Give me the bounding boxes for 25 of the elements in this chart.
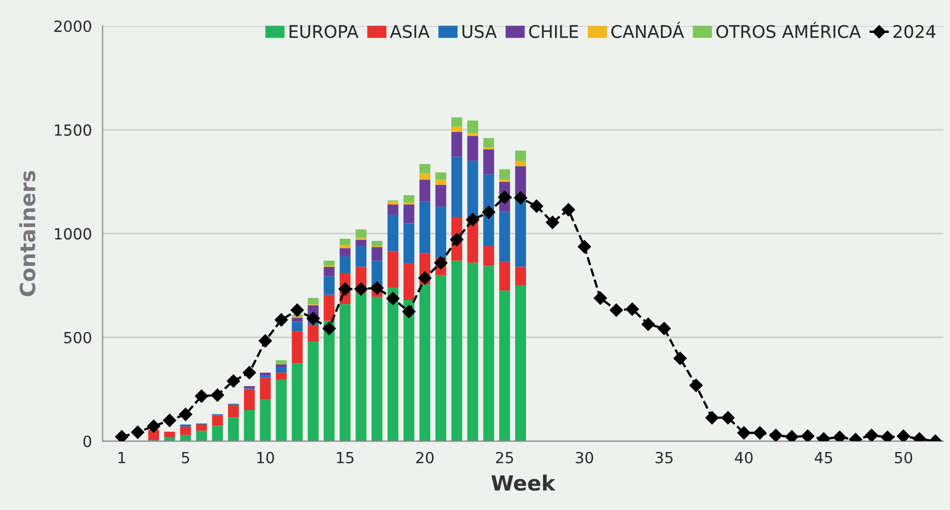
x-tick-label: 20 [416,452,434,464]
legend-label: CANADÁ [611,22,684,38]
x-tick-label: 50 [894,452,912,464]
y-tick-label: 0 [83,436,92,448]
y-tick-label: 1000 [54,228,92,240]
x-tick-label: 10 [257,452,274,464]
x-tick-label: 45 [814,452,832,464]
x-tick-label: 35 [656,452,673,464]
legend-label: OTROS AMÉRICA [716,22,861,38]
legend-label: 2024 [893,24,936,38]
x-tick-label: 40 [734,452,753,464]
x-tick-label: 1 [118,452,126,464]
x-tick-label: 25 [496,452,514,464]
y-axis-title: Containers [19,170,36,296]
y-tick-label: 1500 [54,124,92,136]
x-axis-title: Week [491,474,556,491]
x-tick-label: 30 [576,452,594,464]
legend-label: EUROPA [290,24,358,38]
legend-label: CHILE [529,24,578,38]
y-tick-label: 500 [64,332,92,344]
legend-label: ASIA [390,24,430,38]
x-tick-label: 15 [337,452,354,464]
x-tick-label: 5 [182,452,190,464]
legend-label: USA [462,24,497,38]
y-tick-label: 2000 [54,20,92,32]
